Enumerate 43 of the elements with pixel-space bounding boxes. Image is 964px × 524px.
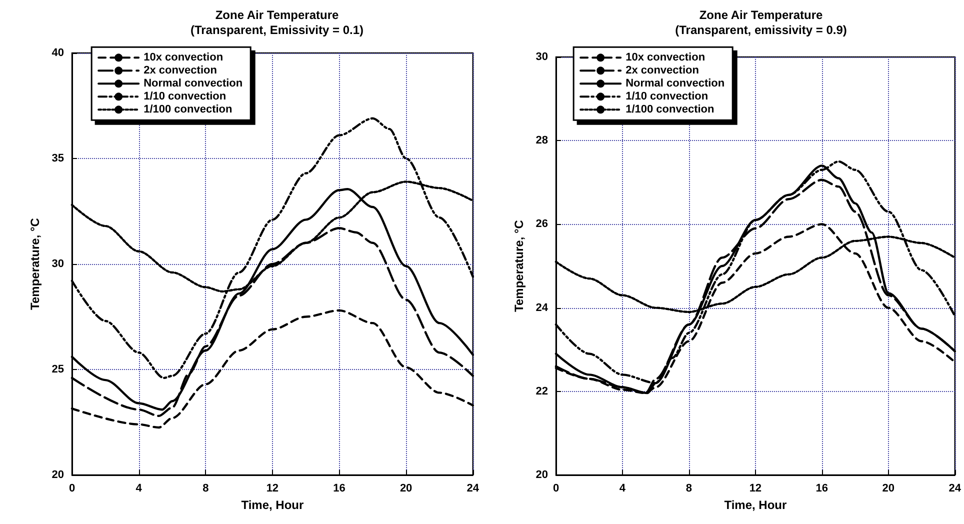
y-tick-label: 30 bbox=[52, 258, 64, 270]
x-tick-label: 4 bbox=[619, 482, 626, 494]
y-tick-label: 30 bbox=[536, 51, 548, 63]
legend-label: 2x convection bbox=[626, 64, 700, 77]
legend-label: 10x convection bbox=[144, 52, 224, 64]
y-tick-label: 28 bbox=[536, 134, 548, 147]
y-tick-label: 35 bbox=[52, 152, 64, 164]
x-tick-label: 16 bbox=[816, 482, 828, 494]
y-tick-label: 24 bbox=[536, 302, 549, 314]
x-tick-label: 24 bbox=[466, 482, 480, 494]
chart-subtitle: (Transparent, emissivity = 0.9) bbox=[675, 23, 847, 37]
y-tick-label: 20 bbox=[536, 469, 548, 481]
legend-label: Normal convection bbox=[144, 78, 243, 90]
legend-label: Normal convection bbox=[626, 78, 725, 90]
chart-title: Zone Air Temperature bbox=[215, 8, 340, 22]
y-axis-title: Temperature, °C bbox=[512, 220, 526, 312]
y-tick-label: 22 bbox=[536, 385, 548, 398]
chart-subtitle: (Transparent, Emissivity = 0.1) bbox=[190, 23, 364, 37]
x-tick-label: 12 bbox=[749, 482, 762, 494]
y-tick-label: 20 bbox=[52, 469, 64, 481]
x-axis-title: Time, Hour bbox=[724, 498, 787, 512]
x-tick-label: 16 bbox=[333, 482, 346, 494]
x-tick-label: 0 bbox=[552, 482, 560, 494]
x-tick-label: 20 bbox=[400, 482, 412, 494]
legend-label: 10x convection bbox=[626, 52, 706, 64]
x-axis-title: Time, Hour bbox=[241, 498, 304, 512]
x-tick-label: 20 bbox=[882, 482, 895, 494]
x-tick-label: 0 bbox=[68, 482, 76, 494]
x-tick-label: 4 bbox=[136, 482, 143, 494]
x-tick-label: 8 bbox=[202, 482, 209, 494]
y-tick-label: 40 bbox=[52, 47, 64, 59]
y-tick-label: 26 bbox=[536, 218, 548, 230]
x-tick-label: 12 bbox=[266, 482, 279, 494]
x-tick-label: 8 bbox=[686, 482, 692, 494]
legend-label: 2x convection bbox=[144, 64, 218, 77]
legend-label: 1/100 convection bbox=[626, 104, 715, 116]
legend-label: 1/100 convection bbox=[144, 104, 233, 116]
chart-title: Zone Air Temperature bbox=[699, 8, 824, 22]
x-tick-label: 24 bbox=[948, 482, 962, 494]
y-axis-title: Temperature, °C bbox=[28, 218, 42, 310]
legend-label: 1/10 convection bbox=[626, 90, 708, 103]
y-tick-label: 25 bbox=[52, 364, 64, 376]
legend-label: 1/10 convection bbox=[144, 90, 226, 103]
